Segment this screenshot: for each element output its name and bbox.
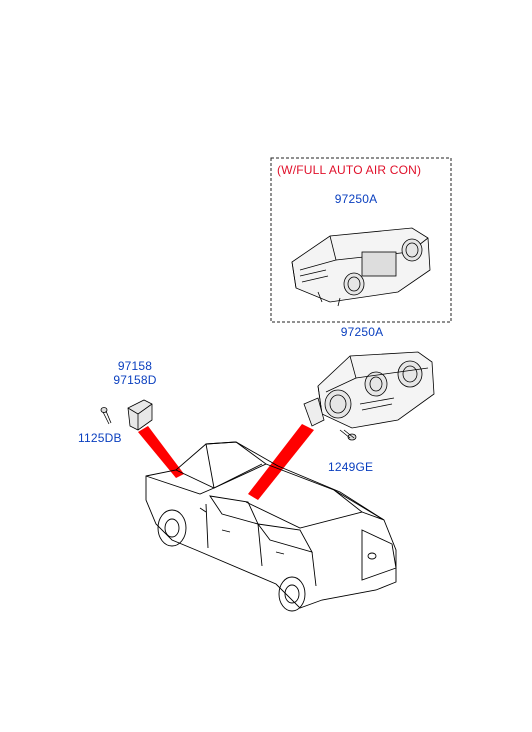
vehicle-outline [145, 441, 397, 612]
part-number-sensor-screw: 1125DB [78, 431, 122, 445]
part-number-main-control: 97250A [340, 325, 384, 339]
part-number-control-screw: 1249GE [328, 460, 374, 474]
pointer-sensor [138, 426, 184, 478]
part-number-sensor-variant: 97158D [113, 373, 157, 387]
part-number-option-control: 97250A [334, 192, 378, 206]
part-number-sensor: 97158 [117, 359, 153, 373]
screw-1125db [100, 407, 112, 425]
sensor-97158 [127, 399, 153, 431]
option-dashed-box [270, 157, 452, 323]
screw-1249ge [339, 429, 357, 441]
auto-aircon-control-unit [291, 227, 431, 307]
option-heading: (W/FULL AUTO AIR CON) [277, 163, 422, 177]
pointer-control [248, 424, 314, 500]
heater-control-unit [303, 351, 435, 429]
